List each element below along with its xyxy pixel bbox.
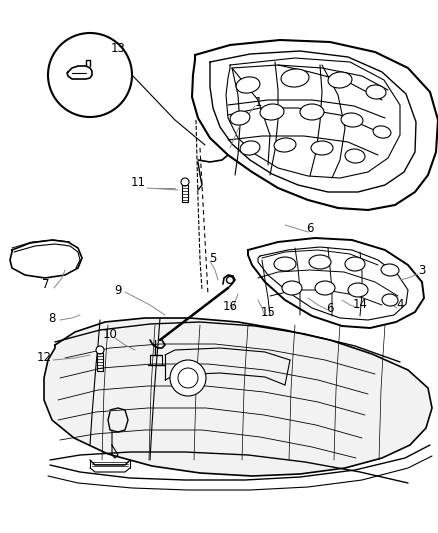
Polygon shape bbox=[10, 240, 82, 278]
Ellipse shape bbox=[344, 257, 364, 271]
Circle shape bbox=[180, 178, 189, 186]
Circle shape bbox=[177, 368, 198, 388]
Text: 8: 8 bbox=[48, 311, 56, 325]
Polygon shape bbox=[44, 318, 431, 476]
Ellipse shape bbox=[273, 257, 295, 271]
Text: 14: 14 bbox=[352, 298, 367, 311]
Text: 1: 1 bbox=[254, 95, 261, 109]
Ellipse shape bbox=[280, 69, 308, 87]
Text: 9: 9 bbox=[114, 284, 121, 296]
Ellipse shape bbox=[327, 72, 351, 88]
Text: 6: 6 bbox=[325, 302, 333, 314]
Circle shape bbox=[170, 360, 205, 396]
Text: 6: 6 bbox=[306, 222, 313, 235]
Text: 10: 10 bbox=[102, 328, 117, 342]
Ellipse shape bbox=[380, 264, 398, 276]
Polygon shape bbox=[247, 238, 423, 328]
Ellipse shape bbox=[365, 85, 385, 99]
Text: 15: 15 bbox=[260, 306, 275, 319]
Text: 16: 16 bbox=[222, 301, 237, 313]
Text: 13: 13 bbox=[110, 42, 125, 54]
Ellipse shape bbox=[344, 149, 364, 163]
Ellipse shape bbox=[340, 113, 362, 127]
Ellipse shape bbox=[281, 281, 301, 295]
Text: 4: 4 bbox=[396, 298, 403, 311]
Ellipse shape bbox=[314, 281, 334, 295]
Ellipse shape bbox=[299, 104, 323, 120]
Circle shape bbox=[96, 346, 104, 354]
Text: 12: 12 bbox=[36, 351, 51, 365]
Ellipse shape bbox=[259, 104, 283, 120]
Ellipse shape bbox=[240, 141, 259, 155]
Ellipse shape bbox=[236, 77, 259, 93]
Text: 7: 7 bbox=[42, 279, 49, 292]
Ellipse shape bbox=[372, 126, 390, 138]
Ellipse shape bbox=[273, 138, 295, 152]
Polygon shape bbox=[191, 40, 437, 210]
Ellipse shape bbox=[347, 283, 367, 297]
Ellipse shape bbox=[381, 294, 397, 306]
Text: 3: 3 bbox=[417, 263, 425, 277]
Ellipse shape bbox=[308, 255, 330, 269]
Circle shape bbox=[226, 277, 233, 284]
Ellipse shape bbox=[230, 111, 249, 125]
Text: 5: 5 bbox=[209, 252, 216, 264]
Text: 11: 11 bbox=[130, 176, 145, 190]
Ellipse shape bbox=[310, 141, 332, 155]
